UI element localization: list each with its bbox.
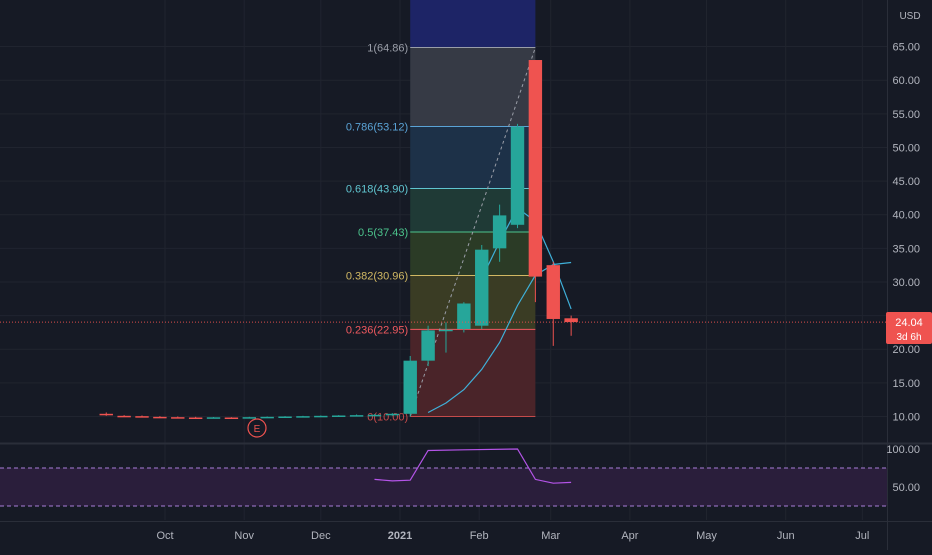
x-tick-label: Oct (156, 530, 173, 542)
candle-body (188, 417, 203, 420)
candle-body (135, 416, 149, 418)
y-tick-label: 35.00 (892, 243, 920, 255)
oscillator-pane (0, 448, 887, 507)
fib-level-label: 0.5(37.43) (358, 227, 408, 239)
fib-zone (410, 232, 536, 276)
candle-body (331, 415, 346, 417)
fib-level-label: 1(64.86) (367, 43, 408, 55)
y-tick-label: 30.00 (892, 277, 920, 289)
fibonacci-retracement[interactable]: 0(10.00) 0.236(22.95) 0.382(30.96) 0.5(37.4… (346, 0, 536, 424)
osc-y-tick-label: 50.00 (892, 482, 920, 494)
bar-countdown: 3d 6h (896, 332, 921, 343)
x-tick-label: Mar (541, 530, 560, 542)
osc-band (0, 468, 887, 506)
candle-body (457, 303, 471, 330)
currency-label[interactable]: USD (899, 11, 920, 22)
candle-body (117, 415, 131, 418)
candle-body (99, 413, 113, 416)
y-tick-label: 60.00 (892, 75, 920, 87)
earnings-marker-circle[interactable] (247, 418, 267, 438)
y-tick-label: 50.00 (892, 142, 920, 154)
candles[interactable] (99, 60, 578, 420)
candle-body (403, 360, 417, 414)
x-tick-label: May (696, 530, 717, 542)
earnings-marker-label[interactable]: E (254, 424, 261, 435)
candle-body (367, 414, 382, 417)
candle-body (349, 415, 364, 417)
candle-body (171, 417, 185, 419)
candle-body (385, 413, 400, 416)
fib-level-label: 0.236(22.95) (346, 324, 408, 336)
last-price-value: 24.04 (895, 317, 923, 329)
candle-body (564, 318, 578, 323)
fib-trend-line (409, 47, 536, 417)
fib-zone-top (410, 0, 536, 48)
candle-body (278, 416, 292, 418)
y-tick-label: 15.00 (892, 378, 920, 390)
last-price-badge: 24.04 3d 6h (886, 312, 932, 344)
candle-body (242, 417, 256, 419)
candle-body (439, 329, 453, 332)
y-tick-label: 40.00 (892, 210, 920, 222)
y-tick-label: 55.00 (892, 109, 920, 121)
x-tick-label: Apr (621, 530, 638, 542)
earnings-marker[interactable]: E (247, 418, 267, 438)
candle-body (528, 60, 543, 277)
fib-level-label: 0.618(43.90) (346, 183, 408, 195)
candle-body (153, 416, 167, 419)
fib-level-label: 0.382(30.96) (346, 271, 408, 283)
fib-zone (410, 47, 536, 127)
candle-body (421, 330, 435, 361)
x-tick-label: 2021 (388, 530, 412, 542)
fib-level-label: 0(10.00) (367, 412, 408, 424)
candle-body (206, 417, 221, 419)
x-tick-label: Dec (311, 530, 331, 542)
candle-body (296, 416, 310, 418)
y-tick-label: 65.00 (892, 42, 920, 54)
x-tick-label: Nov (234, 530, 254, 542)
candle-body (224, 417, 239, 420)
candle-body (260, 416, 274, 419)
candle-body (475, 249, 489, 326)
candle-body (510, 126, 525, 225)
candle-body (546, 265, 560, 319)
fib-zone (410, 275, 536, 330)
osc-y-tick-label: 100.00 (886, 444, 920, 456)
x-tick-label: Feb (470, 530, 489, 542)
candle-body (314, 415, 328, 418)
oscillator-line (374, 448, 572, 484)
x-tick-label: Jul (855, 530, 869, 542)
y-tick-label: 20.00 (892, 344, 920, 356)
y-tick-label: 10.00 (892, 412, 920, 424)
x-tick-label: Jun (777, 530, 795, 542)
fib-level-label: 0.786(53.12) (346, 121, 408, 133)
candle-body (492, 215, 507, 249)
last-price-badge-bg (886, 312, 932, 344)
y-tick-label: 45.00 (892, 176, 920, 188)
